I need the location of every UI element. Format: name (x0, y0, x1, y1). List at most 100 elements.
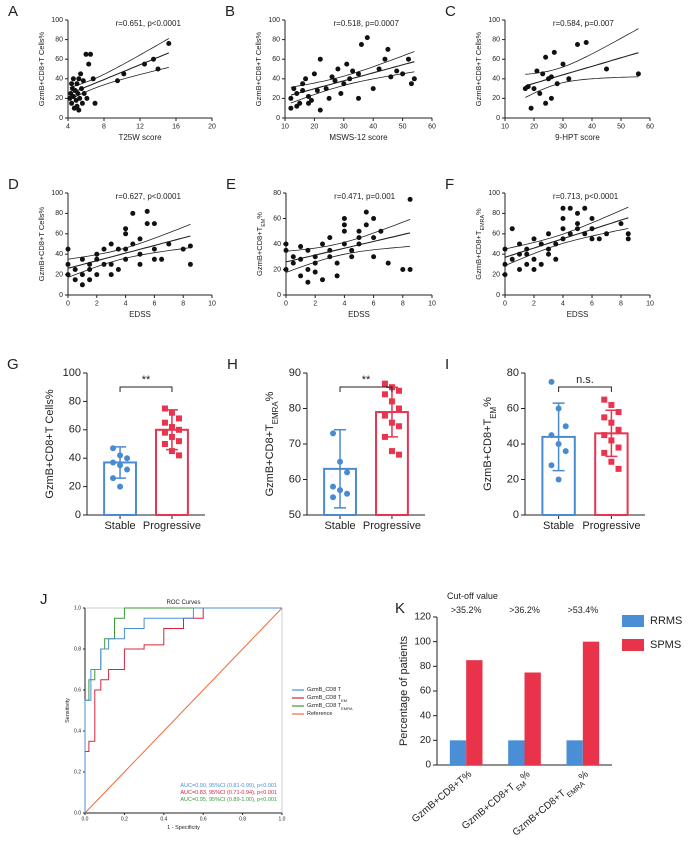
y-tick-label: 40 (492, 76, 500, 83)
point (625, 236, 631, 242)
point (540, 71, 546, 77)
point (615, 409, 622, 416)
x-tick-label: 4 (561, 300, 565, 307)
panel-letter: C (445, 3, 456, 20)
point (110, 475, 117, 482)
label-part: EM (489, 407, 498, 419)
point (344, 469, 351, 476)
x-axis-label: 9-HPT score (555, 133, 600, 142)
significance-bracket (119, 386, 173, 392)
auc-label: AUC=0.90, 95%CI (0.81-0.99), p<0.001 (180, 783, 277, 789)
label-part: GzmB+CD8+T% (410, 769, 474, 825)
y-tick-label: 50 (289, 509, 301, 521)
point (327, 247, 333, 253)
x-tick-label: 8 (181, 300, 185, 307)
y-axis-label: Percentage of patients (398, 635, 410, 746)
confidence-band (285, 219, 411, 252)
point (306, 100, 312, 106)
point (288, 95, 294, 101)
error-bar (334, 429, 347, 509)
point (137, 261, 143, 267)
bar (449, 740, 467, 765)
point (524, 251, 530, 257)
point (283, 267, 289, 272)
bar (466, 660, 483, 765)
label-part: EMRA (341, 706, 353, 711)
point (79, 86, 84, 92)
y-tick-label: 100 (488, 190, 500, 197)
point (283, 247, 289, 253)
y-tick-label: 0 (59, 292, 63, 299)
point (317, 107, 323, 113)
y-tick-label: 60 (272, 56, 280, 63)
point (388, 419, 395, 426)
point (562, 448, 569, 455)
point (525, 84, 531, 90)
point (381, 380, 388, 387)
point (294, 103, 300, 109)
x-tick-label: GzmB+CD8+T% (410, 769, 474, 825)
x-tick-label: Stable (543, 520, 574, 532)
point (168, 448, 175, 455)
point (168, 433, 175, 440)
point (180, 246, 186, 252)
point (168, 423, 175, 430)
point (601, 449, 608, 456)
point (555, 441, 562, 447)
label-part: GzmB+CD8+T (460, 782, 517, 833)
y-tick-label: 100 (63, 367, 81, 379)
point (543, 54, 549, 60)
y-tick-label: 0 (59, 115, 63, 122)
x-tick-label: 12 (136, 123, 144, 130)
y-tick-label: 80 (420, 661, 432, 672)
y-tick-label: 100 (414, 636, 431, 647)
x-tick-label: 6 (372, 300, 376, 307)
point (74, 103, 80, 109)
point (551, 49, 557, 55)
y-tick-label: 60 (289, 473, 301, 485)
point (124, 455, 131, 462)
y-tick-label: 40 (420, 710, 432, 721)
point (311, 71, 317, 77)
y-tick-label: 20 (492, 271, 500, 278)
point (151, 256, 157, 262)
label-part: EMRA (271, 401, 280, 425)
point (509, 256, 515, 262)
point (323, 86, 329, 92)
point (385, 46, 391, 52)
point (371, 216, 377, 221)
point (330, 494, 337, 501)
point (349, 254, 355, 260)
point (70, 76, 76, 82)
significance-label: n.s. (576, 374, 594, 386)
x-tick-label: 8 (102, 123, 106, 130)
x-tick-label: 8 (401, 300, 405, 307)
point (115, 246, 121, 252)
point (381, 433, 388, 440)
label-part: EM (261, 218, 267, 227)
fit-line (504, 217, 629, 258)
y-axis-label: Sensitivity (65, 698, 71, 723)
label-part: EMRA (480, 215, 486, 231)
x-axis-label: EDSS (567, 310, 589, 319)
label-part: GzmB+CD8+T (511, 788, 568, 839)
y-tick-label: 0 (276, 115, 280, 122)
panel-letter: A (8, 3, 18, 20)
point (502, 261, 508, 267)
point (502, 246, 508, 252)
point (601, 432, 608, 439)
x-tick-label: 0.6 (200, 816, 207, 822)
y-tick-label: 0.4 (74, 728, 81, 734)
y-tick-label: 70 (289, 438, 301, 450)
point (338, 91, 344, 96)
x-tick-label: 0 (503, 300, 507, 307)
point (326, 95, 332, 101)
point (589, 226, 595, 232)
point (635, 71, 641, 77)
point (108, 261, 114, 267)
panel-letter: G (7, 356, 19, 373)
point (151, 221, 157, 227)
point (337, 458, 344, 465)
roc-curve (84, 607, 282, 813)
